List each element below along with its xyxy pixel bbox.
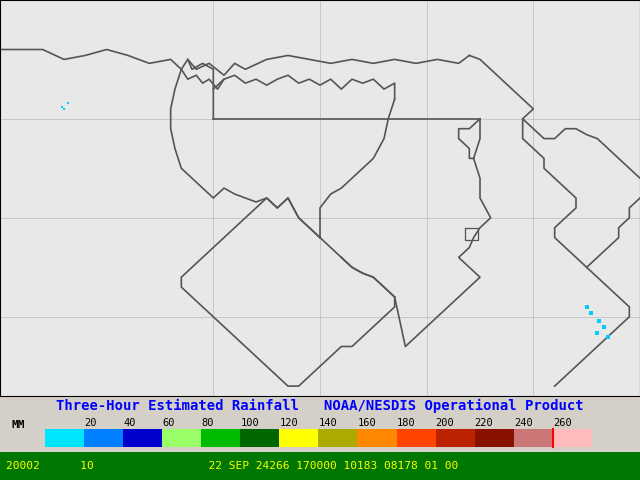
Text: 220: 220 (475, 418, 493, 428)
Text: 80: 80 (201, 418, 214, 428)
Text: 180: 180 (397, 418, 415, 428)
Text: Three-Hour Estimated Rainfall   NOAA/NESDIS Operational Product: Three-Hour Estimated Rainfall NOAA/NESDI… (56, 398, 584, 412)
Text: 200: 200 (436, 418, 454, 428)
Text: 120: 120 (279, 418, 298, 428)
Text: 140: 140 (319, 418, 337, 428)
Text: 40: 40 (123, 418, 136, 428)
Text: 160: 160 (358, 418, 376, 428)
Text: 260: 260 (553, 418, 572, 428)
Text: MM: MM (12, 420, 25, 430)
Text: 100: 100 (240, 418, 259, 428)
Text: 20: 20 (84, 418, 97, 428)
Text: 240: 240 (514, 418, 532, 428)
Text: 20002      10                 22 SEP 24266 170000 10183 08178 01 00: 20002 10 22 SEP 24266 170000 10183 08178… (6, 461, 459, 471)
Text: 60: 60 (162, 418, 175, 428)
